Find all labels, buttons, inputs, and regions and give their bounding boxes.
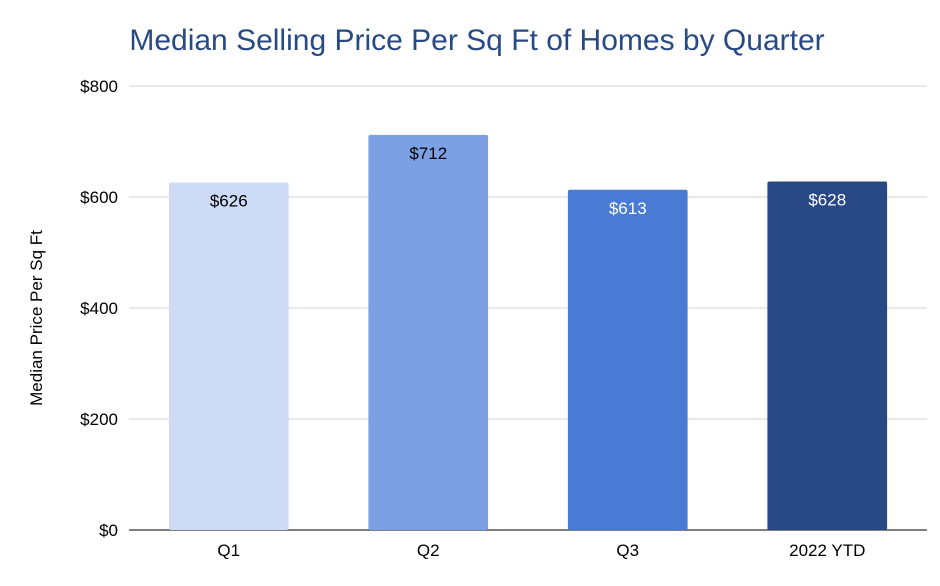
- y-tick-label: $600: [80, 188, 118, 207]
- y-tick-label: $400: [80, 299, 118, 318]
- y-tick-label: $800: [80, 77, 118, 96]
- x-tick-label: Q3: [616, 541, 639, 560]
- data-label: $613: [609, 199, 647, 218]
- x-tick-label: Q2: [417, 541, 440, 560]
- bar-q1: [168, 182, 289, 530]
- bar-2022-ytd: [767, 181, 888, 530]
- y-axis-ticks: $0 $200 $400 $600 $800: [80, 77, 118, 540]
- data-label: $626: [210, 192, 248, 211]
- y-axis-title: Median Price Per Sq Ft: [27, 230, 46, 406]
- chart-title: Median Selling Price Per Sq Ft of Homes …: [129, 24, 824, 57]
- y-tick-label: $200: [80, 410, 118, 429]
- data-label: $712: [409, 144, 447, 163]
- x-axis-ticks: Q1 Q2 Q3 2022 YTD: [217, 541, 865, 560]
- bar-q3: [567, 189, 688, 530]
- x-tick-label: Q1: [217, 541, 240, 560]
- x-tick-label: 2022 YTD: [789, 541, 865, 560]
- y-tick-label: $0: [99, 521, 118, 540]
- bars: [168, 134, 888, 530]
- data-labels: $626 $712 $613 $628: [210, 144, 846, 218]
- data-label: $628: [808, 190, 846, 209]
- bar-q2: [368, 134, 489, 530]
